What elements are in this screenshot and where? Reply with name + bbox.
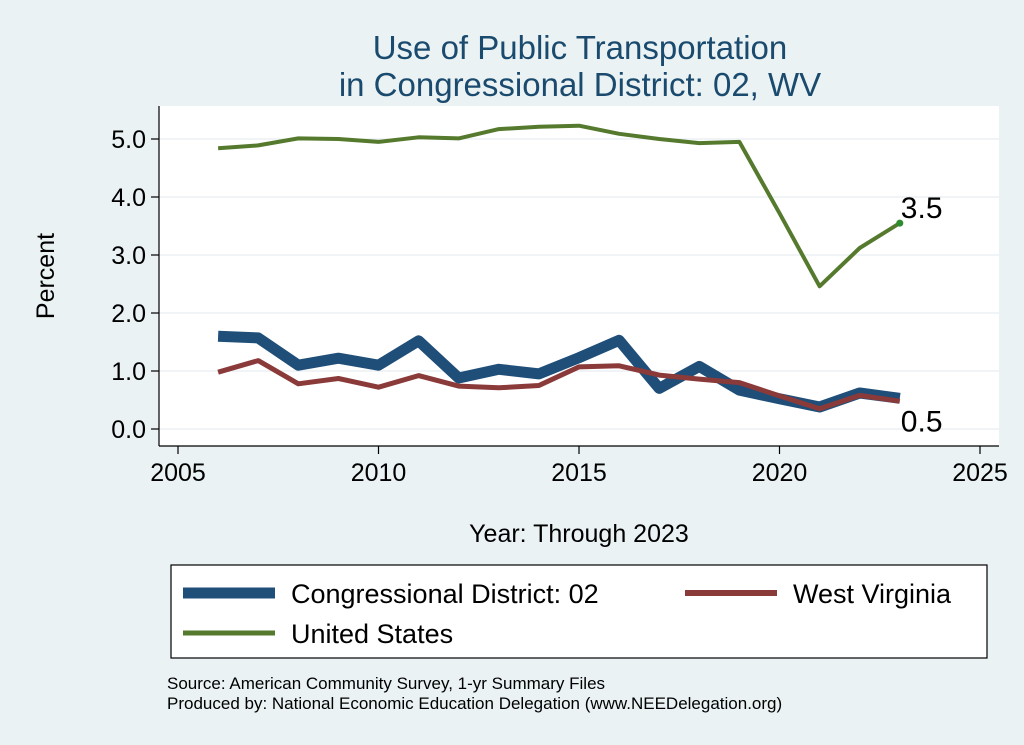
y-tick-label-2: 2.0 [111,300,146,328]
y-tick-label-4: 4.0 [111,184,146,212]
footer-produced-by: Produced by: National Economic Education… [167,694,782,713]
chart-title-line-1: Use of Public Transportation [373,29,788,66]
x-tick-label-4: 2025 [952,459,1008,487]
legend-label-united-states: United States [291,619,453,649]
y-tick-label-1: 1.0 [111,358,146,386]
series-lines [217,123,904,413]
end-label-0: 3.5 [901,192,943,225]
end-point-united-states [896,219,904,227]
gridlines [159,138,999,430]
footer-source: Source: American Community Survey, 1-yr … [167,674,605,693]
legend-box [170,564,988,659]
end-label-1: 0.5 [901,405,943,438]
x-axis-title: Year: Through 2023 [469,520,689,548]
y-tick-label-5: 5.0 [111,126,146,154]
chart-title-line-2: in Congressional District: 02, WV [339,66,821,103]
x-tick-label-2: 2015 [551,459,607,487]
end-labels: 3.5 0.5 [901,192,943,438]
x-tick-label-3: 2020 [752,459,808,487]
y-axis-title: Percent [32,233,60,319]
x-tick-label-0: 2005 [150,459,206,487]
y-tick-label-3: 3.0 [111,242,146,270]
legend-label-district: Congressional District: 02 [291,579,599,609]
legend-label-west-virginia: West Virginia [793,579,952,609]
series-line-west-virginia [217,358,901,412]
series-line-united-states [217,123,901,289]
x-axis-ticks: 2005 2010 2015 2020 2025 [150,446,1008,487]
x-tick-label-1: 2010 [351,459,407,487]
y-tick-label-0: 0.0 [111,416,146,444]
y-axis-ticks: 0.0 1.0 2.0 3.0 4.0 5.0 [111,126,159,444]
